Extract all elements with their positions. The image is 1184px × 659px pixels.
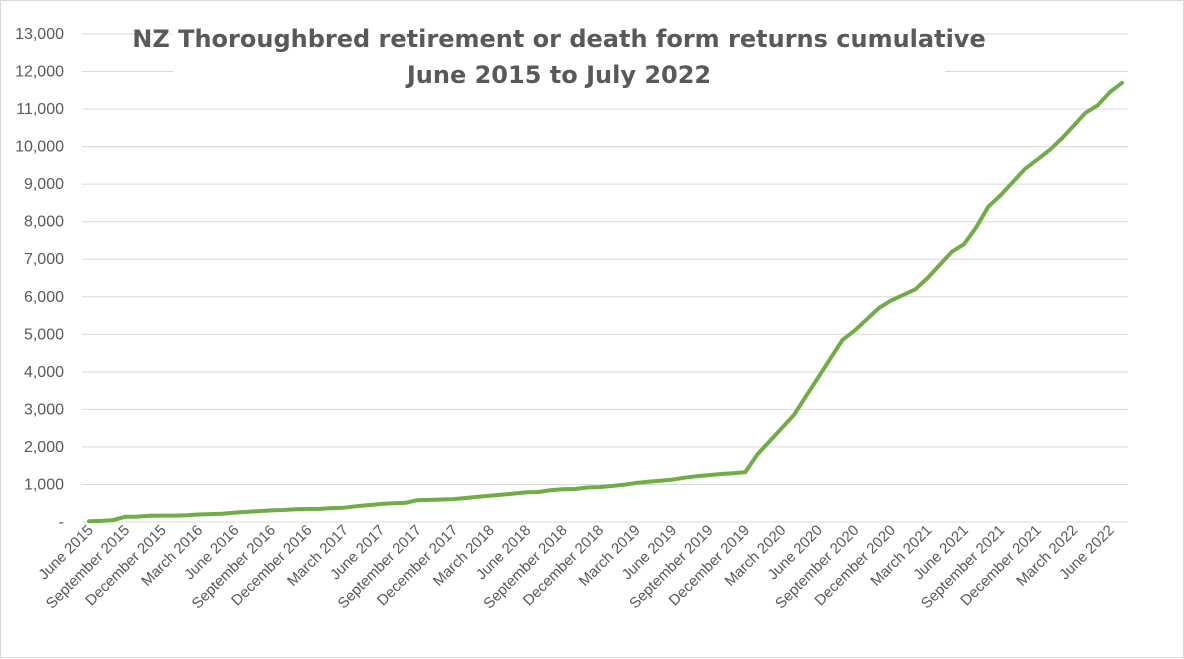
y-tick-label: 7,000 — [24, 251, 64, 268]
y-tick-label: 10,000 — [15, 139, 64, 156]
y-tick-label: 3,000 — [24, 401, 64, 418]
y-tick-label: 12,000 — [15, 64, 64, 81]
y-axis-ticks: - 1,000 2,000 3,000 4,000 5,000 6,000 7,000 8,00… — [15, 26, 64, 531]
title-backdrop — [173, 21, 945, 101]
y-tick-label: 13,000 — [15, 26, 64, 43]
y-tick-label: 8,000 — [24, 214, 64, 231]
y-tick-label: 5,000 — [24, 326, 64, 343]
y-tick-label: 2,000 — [24, 439, 64, 456]
chart-title: NZ Thoroughbred retirement or death form… — [132, 25, 985, 53]
y-tick-label: - — [59, 514, 64, 531]
chart-subtitle: June 2015 to July 2022 — [405, 61, 711, 89]
y-tick-label: 1,000 — [24, 476, 64, 493]
y-tick-label: 9,000 — [24, 176, 64, 193]
gridlines — [82, 33, 1128, 523]
y-tick-label: 11,000 — [16, 101, 64, 118]
y-tick-label: 6,000 — [24, 289, 64, 306]
series-line — [87, 80, 1124, 524]
y-tick-label: 4,000 — [24, 364, 64, 381]
